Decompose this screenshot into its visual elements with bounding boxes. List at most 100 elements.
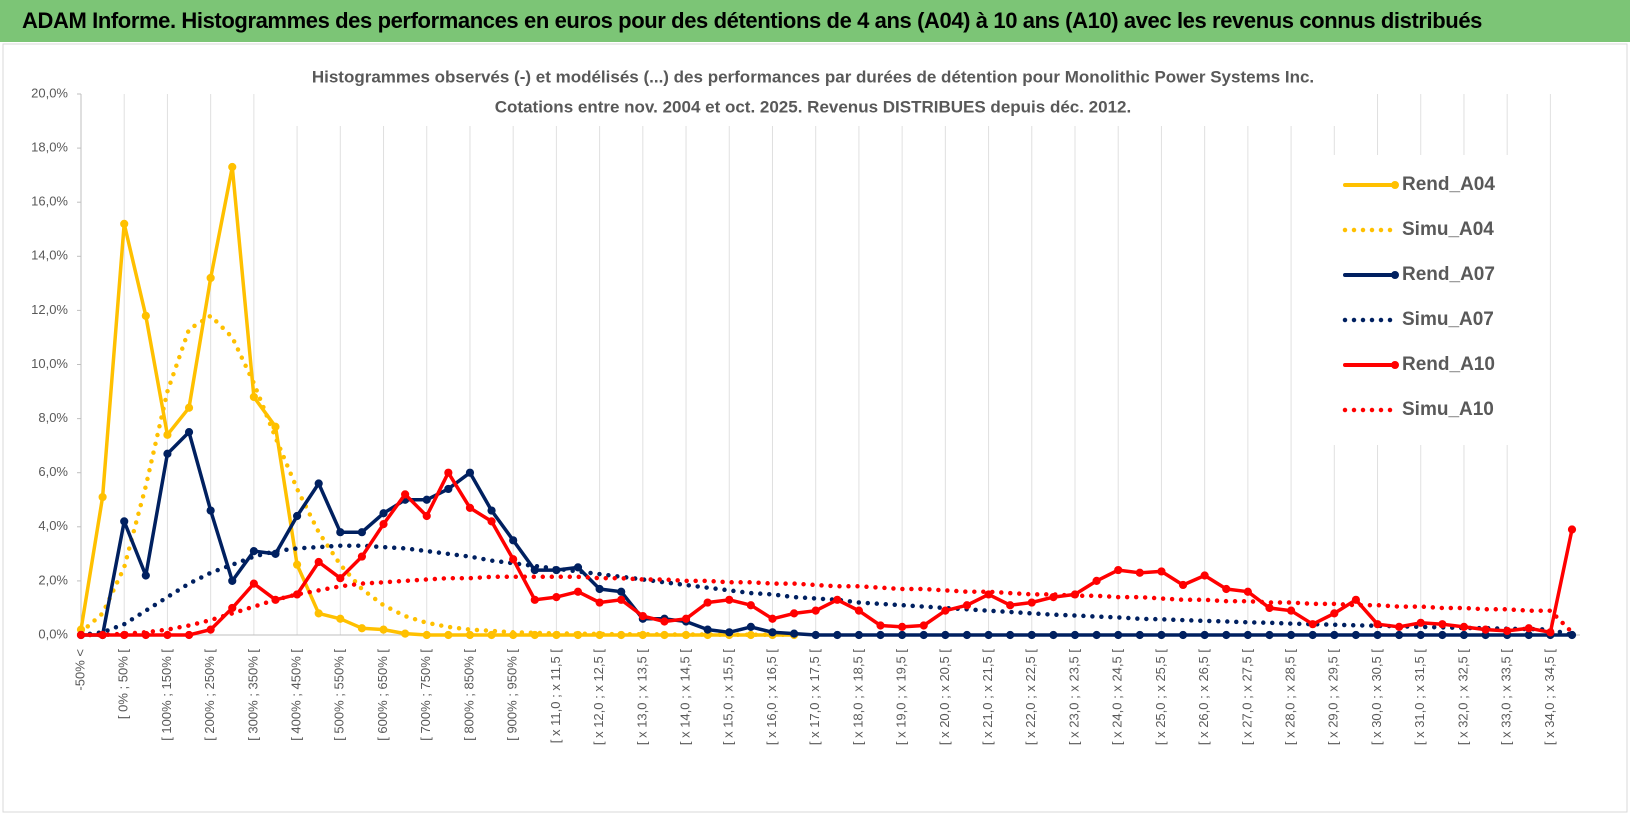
- data-point: [163, 630, 172, 640]
- y-tick-label: 6,0%: [38, 464, 68, 479]
- data-point: [1178, 630, 1188, 640]
- legend-marker: [1391, 271, 1399, 279]
- data-point: [465, 503, 475, 512]
- x-tick-label: [ x 34,0 ; x 34,5 [: [1542, 649, 1557, 745]
- x-tick-label: [ x 27,0 ; x 27,5 [: [1239, 649, 1254, 745]
- y-tick-label: 14,0%: [31, 248, 68, 263]
- x-tick-label: [ x 31,0 ; x 31,5 [: [1412, 649, 1427, 745]
- data-point: [962, 630, 972, 640]
- x-tick-label: [ x 32,0 ; x 32,5 [: [1455, 649, 1470, 745]
- x-tick-label: [ x 33,0 ; x 33,5 [: [1499, 649, 1514, 745]
- model-line: [78, 574, 1575, 638]
- data-point: [573, 563, 583, 572]
- data-point: [1049, 630, 1058, 640]
- data-point: [141, 571, 150, 580]
- data-point: [1546, 628, 1555, 637]
- x-tick-label: -50% <: [72, 649, 87, 691]
- x-tick-label: [ x 23,0 ; x 23,5 [: [1066, 649, 1081, 745]
- data-point: [725, 595, 734, 604]
- observed-line: [79, 470, 1574, 637]
- data-point: [530, 595, 539, 604]
- x-tick-label: [ x 25,0 ; x 25,5 [: [1153, 649, 1168, 745]
- legend-marker: [1391, 181, 1399, 189]
- data-point: [1157, 630, 1166, 640]
- x-tick-label: [ 800% ; 850% [: [461, 649, 476, 741]
- data-point: [487, 506, 496, 515]
- data-point: [768, 628, 777, 637]
- y-tick-label: 0,0%: [38, 626, 68, 641]
- y-tick-label: 18,0%: [31, 140, 68, 155]
- data-point: [919, 621, 928, 630]
- data-point: [725, 628, 734, 637]
- x-tick-label: [ 200% ; 250% [: [202, 649, 217, 741]
- x-tick-label: [ 400% ; 450% [: [289, 649, 304, 741]
- data-point: [1092, 576, 1101, 586]
- data-point: [1006, 630, 1015, 640]
- legend-label: Simu_A07: [1402, 309, 1494, 330]
- y-tick-label: 12,0%: [31, 302, 68, 317]
- data-point: [1351, 595, 1361, 604]
- data-point: [1308, 620, 1317, 629]
- data-point: [206, 506, 215, 515]
- data-point: [1178, 580, 1188, 590]
- data-point: [444, 468, 453, 477]
- data-point: [336, 528, 345, 537]
- data-point: [876, 621, 885, 630]
- data-point: [1286, 630, 1296, 640]
- x-tick-label: [ x 15,0 ; x 15,5 [: [721, 649, 736, 745]
- title-backdrop: [270, 62, 1360, 126]
- legend-box: [1330, 155, 1520, 445]
- data-point: [1459, 622, 1469, 631]
- y-tick-label: 2,0%: [38, 572, 68, 587]
- data-point: [98, 492, 107, 502]
- data-point: [336, 614, 345, 623]
- data-point: [1092, 630, 1101, 640]
- y-tick-label: 8,0%: [38, 410, 68, 425]
- data-point: [876, 630, 885, 640]
- data-point: [1157, 567, 1166, 576]
- data-point: [357, 552, 367, 561]
- data-point: [617, 587, 626, 596]
- data-point: [509, 536, 518, 545]
- data-point: [1503, 626, 1512, 636]
- data-point: [1416, 618, 1425, 627]
- data-point: [292, 560, 302, 569]
- data-point: [292, 511, 302, 521]
- data-point: [1524, 630, 1533, 640]
- data-point: [811, 606, 820, 615]
- data-point: [573, 587, 583, 596]
- legend-label: Rend_A04: [1402, 174, 1495, 195]
- y-tick-label: 4,0%: [38, 518, 68, 533]
- x-tick-label: [ 900% ; 950% [: [505, 649, 520, 741]
- data-point: [638, 611, 647, 621]
- x-tick-label: [ x 19,0 ; x 19,5 [: [894, 649, 909, 745]
- data-point: [487, 517, 496, 526]
- data-point: [314, 557, 323, 567]
- data-point: [1286, 606, 1296, 615]
- x-tick-label: [ x 14,0 ; x 14,5 [: [677, 649, 692, 745]
- x-tick-label: [ 0% ; 50% [: [116, 649, 131, 719]
- data-point: [833, 630, 842, 640]
- data-point: [789, 609, 799, 618]
- x-tick-label: [ x 13,0 ; x 13,5 [: [634, 649, 649, 745]
- x-tick-label: [ 600% ; 650% [: [375, 649, 390, 741]
- data-point: [1114, 630, 1123, 640]
- x-tick-label: [ 300% ; 350% [: [245, 649, 260, 741]
- data-point: [249, 547, 258, 556]
- data-point: [228, 603, 237, 613]
- data-point: [1373, 630, 1382, 640]
- data-point: [1481, 625, 1490, 634]
- data-point: [1459, 630, 1469, 640]
- data-point: [120, 219, 129, 228]
- data-point: [681, 614, 691, 623]
- data-point: [854, 630, 864, 640]
- x-tick-label: [ x 29,0 ; x 29,5 [: [1326, 649, 1341, 745]
- data-point: [444, 484, 453, 494]
- data-point: [1438, 630, 1447, 640]
- data-point: [314, 479, 323, 488]
- data-point: [1243, 630, 1252, 640]
- model-line: [78, 313, 797, 637]
- data-point: [962, 601, 972, 610]
- data-point: [1416, 630, 1425, 640]
